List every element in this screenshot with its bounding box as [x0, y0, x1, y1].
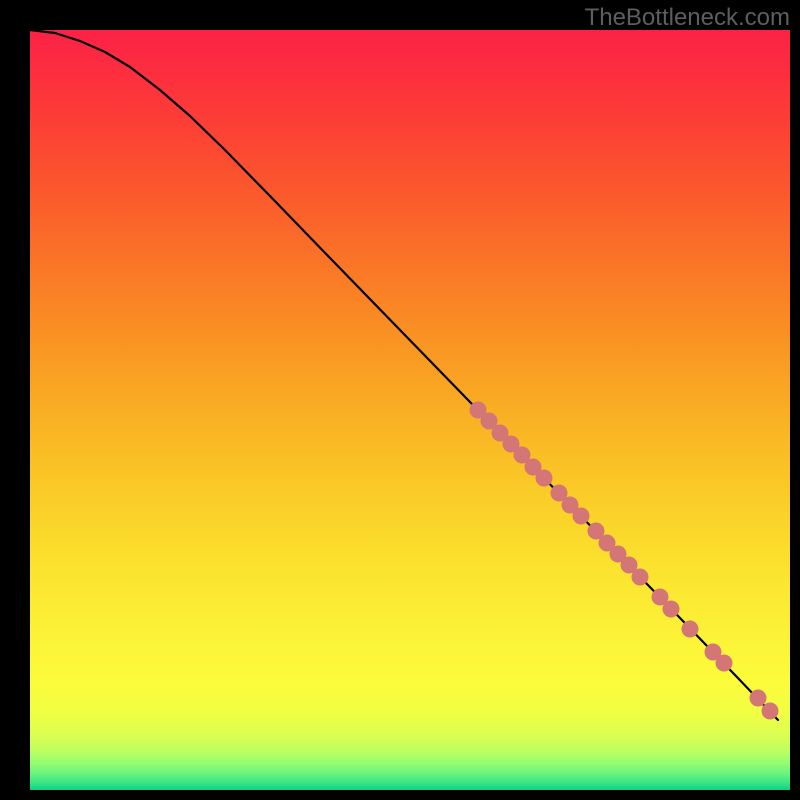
- marker-dot: [663, 601, 680, 618]
- marker-dot: [573, 508, 590, 525]
- marker-dot: [536, 470, 553, 487]
- marker-dot: [750, 690, 767, 707]
- marker-dot: [632, 569, 649, 586]
- bottleneck-chart: [0, 0, 800, 800]
- gradient-plot-area: [30, 30, 790, 790]
- chart-stage: TheBottleneck.com: [0, 0, 800, 800]
- marker-dot: [682, 621, 699, 638]
- marker-dot: [762, 703, 779, 720]
- marker-dot: [716, 655, 733, 672]
